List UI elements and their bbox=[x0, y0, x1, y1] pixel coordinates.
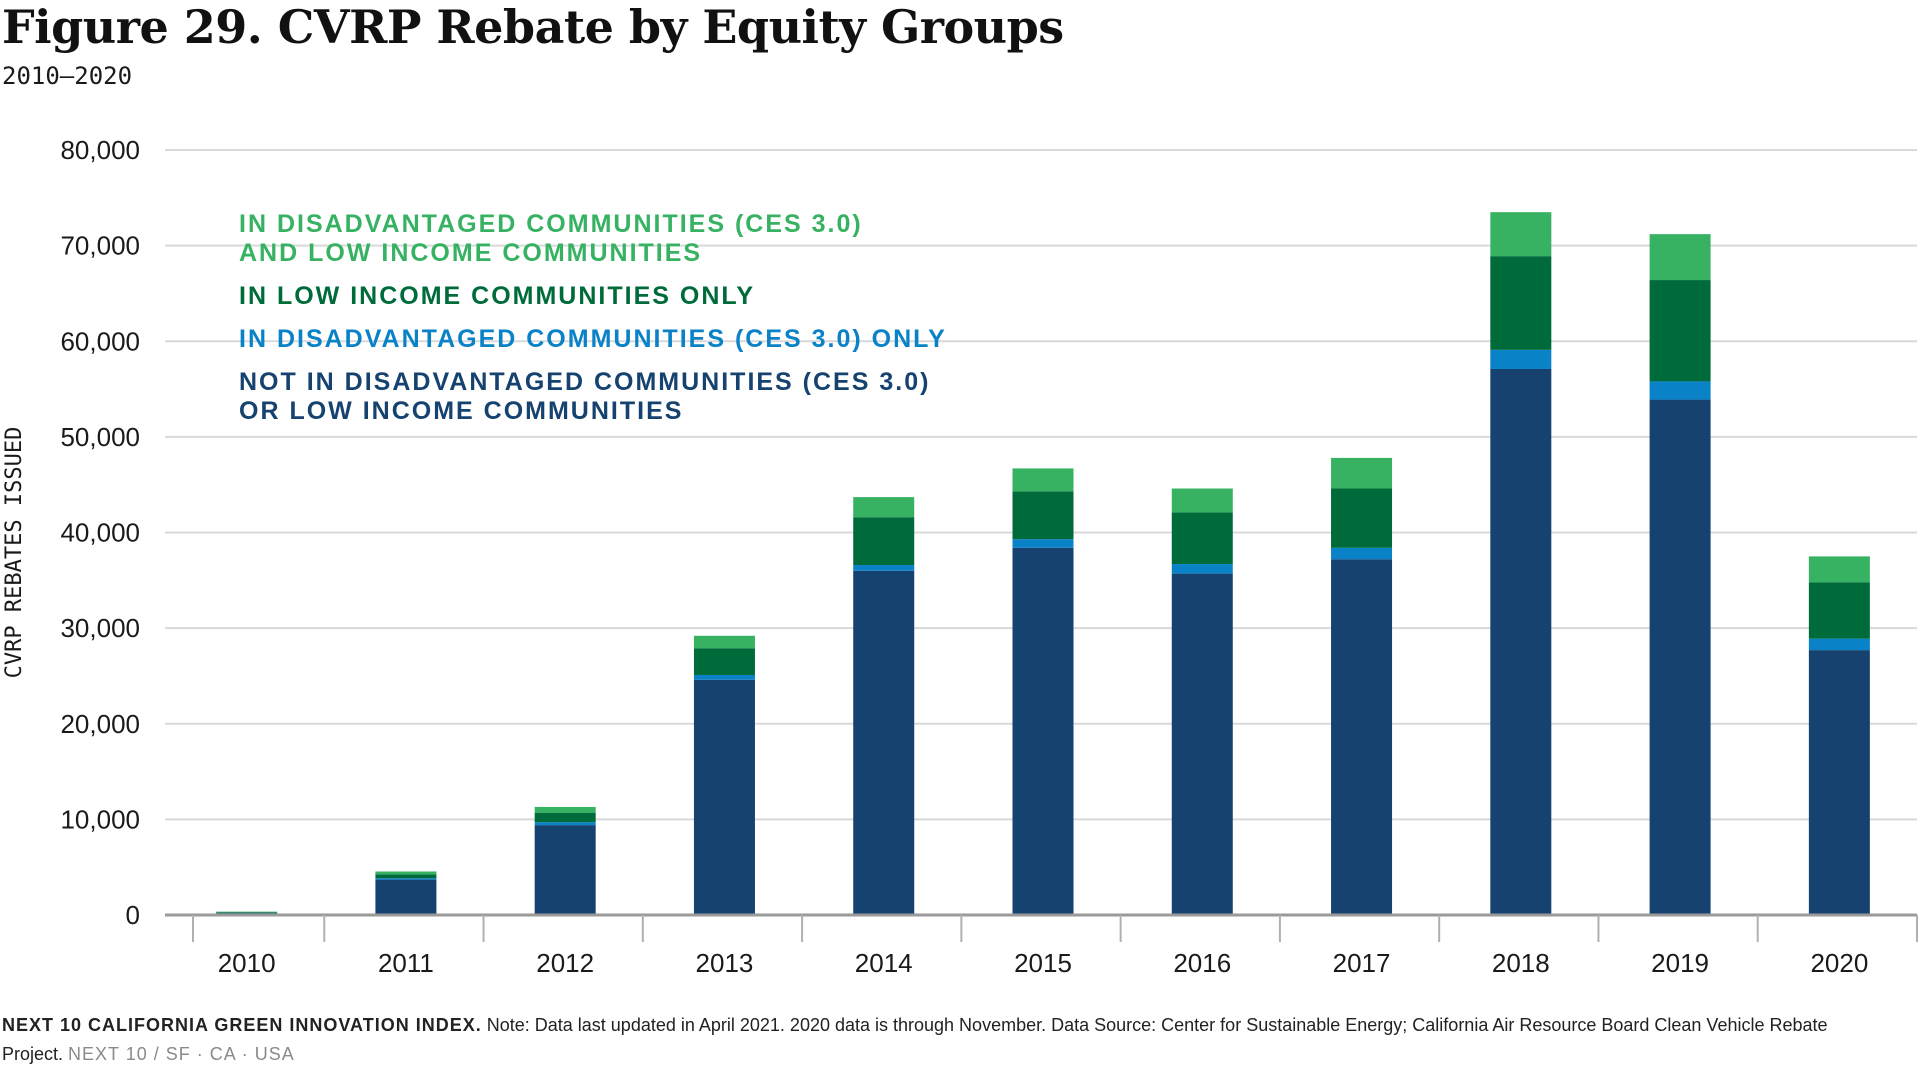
y-tick-label: 30,000 bbox=[60, 613, 140, 643]
bar-segment bbox=[1809, 582, 1870, 638]
bar-segment bbox=[694, 680, 755, 915]
bar-segment bbox=[694, 648, 755, 675]
bar-segment bbox=[694, 675, 755, 680]
x-tick-label: 2018 bbox=[1492, 948, 1550, 978]
footer-note: NEXT 10 CALIFORNIA GREEN INNOVATION INDE… bbox=[2, 1011, 1882, 1069]
bar-segment bbox=[1490, 212, 1551, 256]
bar-segment bbox=[375, 874, 436, 878]
x-tick-label: 2012 bbox=[536, 948, 594, 978]
x-tick-label: 2015 bbox=[1014, 948, 1072, 978]
bar-segment bbox=[1650, 400, 1711, 915]
bar-segment bbox=[1490, 350, 1551, 369]
bar-segment bbox=[1013, 548, 1074, 915]
bar-segment bbox=[1331, 559, 1392, 915]
bar-segment bbox=[853, 571, 914, 915]
footer-brand: NEXT 10 CALIFORNIA GREEN INNOVATION INDE… bbox=[2, 1015, 482, 1035]
legend-entry: IN DISADVANTAGED COMMUNITIES (CES 3.0) bbox=[239, 210, 863, 238]
x-tick-label: 2010 bbox=[218, 948, 276, 978]
y-tick-label: 70,000 bbox=[60, 231, 140, 261]
bar-segment bbox=[1809, 639, 1870, 650]
bar-segment bbox=[1172, 489, 1233, 513]
legend-entry: OR LOW INCOME COMMUNITIES bbox=[239, 397, 683, 425]
bar-segment bbox=[853, 497, 914, 517]
bar-segment bbox=[1650, 280, 1711, 381]
legend-entry: AND LOW INCOME COMMUNITIES bbox=[239, 239, 702, 267]
x-tick-label: 2020 bbox=[1810, 948, 1868, 978]
y-tick-label: 60,000 bbox=[60, 326, 140, 356]
y-tick-label: 20,000 bbox=[60, 709, 140, 739]
bar-segment bbox=[1650, 381, 1711, 399]
bar-segment bbox=[535, 813, 596, 823]
bar-segment bbox=[535, 822, 596, 825]
legend-entry: IN LOW INCOME COMMUNITIES ONLY bbox=[239, 282, 755, 310]
bar-segment bbox=[694, 636, 755, 648]
bar-segment bbox=[1809, 556, 1870, 582]
x-tick-label: 2011 bbox=[378, 948, 434, 978]
bar-segment bbox=[375, 880, 436, 915]
legend-entry: NOT IN DISADVANTAGED COMMUNITIES (CES 3.… bbox=[239, 368, 930, 396]
bar-segment bbox=[1331, 548, 1392, 559]
bar-segment bbox=[1650, 234, 1711, 280]
x-tick-label: 2013 bbox=[696, 948, 754, 978]
y-tick-label: 0 bbox=[126, 900, 140, 930]
x-tick-label: 2014 bbox=[855, 948, 913, 978]
x-tick-label: 2017 bbox=[1333, 948, 1391, 978]
y-tick-label: 80,000 bbox=[60, 135, 140, 165]
bar-segment bbox=[1172, 512, 1233, 564]
bar-segment bbox=[535, 825, 596, 915]
bar-segment bbox=[1013, 539, 1074, 548]
y-axis-label: CVRP REBATES ISSUED bbox=[2, 427, 27, 679]
bar-segment bbox=[1013, 468, 1074, 491]
bar-segment bbox=[1013, 491, 1074, 539]
bar-segment bbox=[1331, 458, 1392, 489]
x-tick-label: 2016 bbox=[1173, 948, 1231, 978]
y-tick-label: 40,000 bbox=[60, 518, 140, 548]
bar-segment bbox=[535, 807, 596, 813]
bar-segment bbox=[1809, 650, 1870, 915]
bar-segment bbox=[853, 565, 914, 571]
bar-segment bbox=[375, 871, 436, 874]
y-tick-label: 10,000 bbox=[60, 804, 140, 834]
bar-segment bbox=[853, 517, 914, 565]
bar-segment bbox=[1331, 489, 1392, 548]
y-tick-label: 50,000 bbox=[60, 422, 140, 452]
bar-segment bbox=[1490, 369, 1551, 915]
stacked-bar-chart: 0 10,000 20,000 30,000 40,000 50,000 60,000 70,… bbox=[0, 0, 1920, 1000]
bar-segment bbox=[1172, 574, 1233, 915]
bar-segment bbox=[1490, 256, 1551, 350]
bar-segment bbox=[216, 912, 277, 913]
footer-tag: NEXT 10 / SF · CA · USA bbox=[68, 1044, 295, 1064]
legend-entry: IN DISADVANTAGED COMMUNITIES (CES 3.0) O… bbox=[239, 325, 947, 353]
bar-segment bbox=[375, 878, 436, 879]
bar-segment bbox=[1172, 564, 1233, 574]
x-tick-label: 2019 bbox=[1651, 948, 1709, 978]
